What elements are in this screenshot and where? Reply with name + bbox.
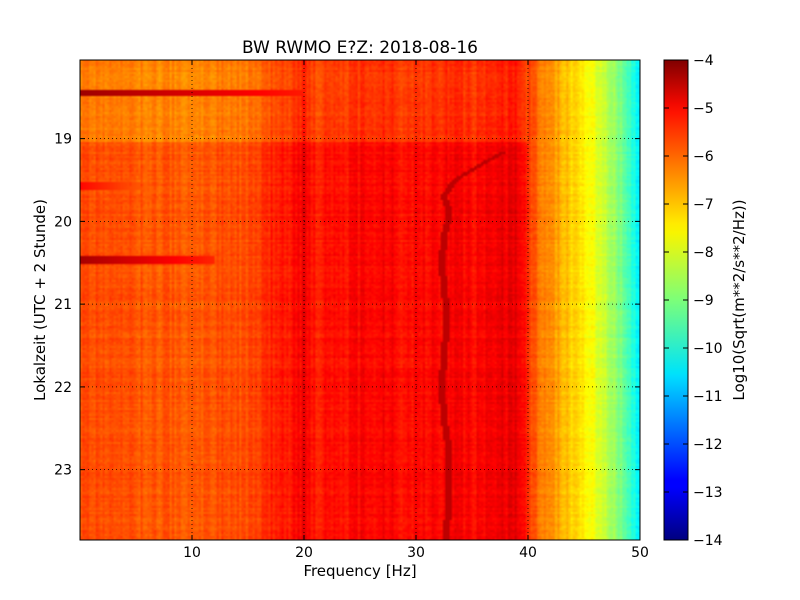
colorbar-tick-label: −11: [693, 389, 723, 405]
plot-area: 10 20 30 40 50 19 20 21 22 23: [54, 59, 649, 561]
colorbar-label: Log10(Sqrt(m**2/s**2/Hz)): [730, 199, 748, 400]
heatmap-cells: [80, 60, 640, 540]
colorbar: −4 −5 −6 −7 −8 −9 −10 −11 −12 −13 −14: [663, 53, 723, 549]
y-tick-label: 21: [54, 297, 72, 313]
plot-frame: [79, 59, 641, 541]
colorbar-tick-label: −9: [693, 293, 714, 309]
y-axis-ticks: 19 20 21 22 23: [54, 132, 640, 479]
colorbar-tick-label: −12: [693, 437, 723, 453]
colorbar-tick-label: −10: [693, 341, 723, 357]
colorbar-tick-label: −14: [693, 533, 723, 549]
x-tick-label: 50: [631, 545, 649, 561]
x-tick-label: 40: [519, 545, 537, 561]
x-tick-label: 10: [183, 545, 201, 561]
colorbar-tick-label: −5: [693, 101, 714, 117]
y-axis-label: Lokalzeit (UTC + 2 Stunde): [31, 199, 49, 401]
colorbar-ticks: −4 −5 −6 −7 −8 −9 −10 −11 −12 −13 −14: [664, 53, 723, 549]
chart-title: BW RWMO E?Z: 2018-08-16: [242, 38, 478, 58]
x-axis-ticks: 10 20 30 40 50: [183, 60, 649, 561]
colorbar-tick-label: −4: [693, 53, 714, 69]
colorbar-tick-label: −7: [693, 197, 714, 213]
colorbar-tick-label: −8: [693, 245, 714, 261]
x-axis-label: Frequency [Hz]: [303, 562, 416, 580]
colorbar-tick-label: −6: [693, 149, 714, 165]
y-tick-label: 19: [54, 132, 72, 148]
x-tick-label: 30: [407, 545, 425, 561]
grid-lines: [80, 60, 640, 540]
y-tick-label: 22: [54, 380, 72, 396]
colorbar-tick-label: −13: [693, 485, 723, 501]
y-tick-label: 20: [54, 214, 72, 230]
x-tick-label: 20: [295, 545, 313, 561]
y-tick-label: 23: [54, 463, 72, 479]
